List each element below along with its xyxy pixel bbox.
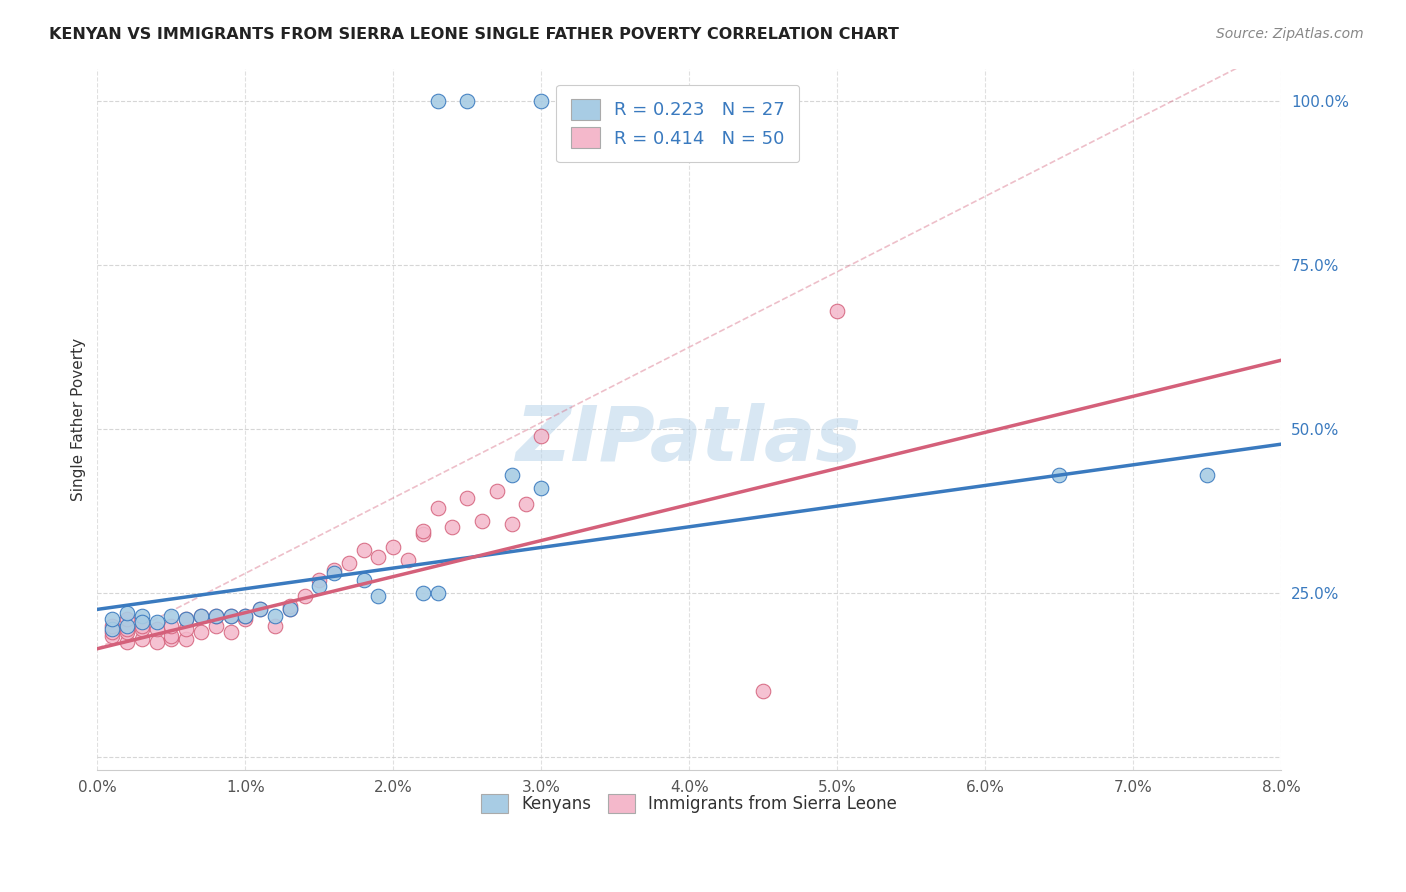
Point (233, 612, 256, 626)
Point (1047, 467, 1070, 482)
Point (145, 622, 167, 636)
Point (426, 95, 449, 109)
Point (1197, 467, 1219, 482)
Point (323, 566, 346, 581)
Text: ZIPatlas: ZIPatlas (516, 403, 862, 477)
Point (233, 609, 256, 624)
Point (101, 622, 124, 636)
Point (131, 609, 153, 624)
Point (752, 684, 775, 698)
Point (337, 557, 360, 571)
Point (353, 543, 375, 558)
Text: KENYAN VS IMMIGRANTS FROM SIERRA LEONE SINGLE FATHER POVERTY CORRELATION CHART: KENYAN VS IMMIGRANTS FROM SIERRA LEONE S… (49, 27, 898, 42)
Point (501, 467, 523, 482)
Point (264, 619, 287, 633)
Point (456, 95, 478, 109)
Point (101, 629, 124, 643)
Point (396, 553, 419, 567)
Point (160, 619, 183, 633)
Point (412, 527, 434, 541)
Point (115, 625, 138, 640)
Point (353, 573, 375, 587)
Point (174, 612, 197, 626)
Point (204, 619, 226, 633)
Point (190, 609, 212, 624)
Point (204, 609, 226, 624)
Point (145, 635, 167, 649)
Point (174, 622, 197, 636)
Point (264, 609, 287, 624)
Point (233, 609, 256, 624)
Point (115, 606, 138, 620)
Point (219, 625, 242, 640)
Point (160, 629, 183, 643)
Point (294, 589, 316, 603)
Point (190, 609, 212, 624)
Point (501, 517, 523, 532)
Text: Source: ZipAtlas.com: Source: ZipAtlas.com (1216, 27, 1364, 41)
Point (382, 540, 405, 554)
Point (471, 514, 494, 528)
Point (367, 549, 389, 564)
Point (367, 589, 389, 603)
Point (160, 632, 183, 646)
Point (530, 481, 553, 495)
Point (219, 609, 242, 624)
Point (131, 619, 153, 633)
Point (174, 632, 197, 646)
Point (219, 609, 242, 624)
Point (456, 491, 478, 505)
Point (249, 602, 271, 616)
Point (308, 579, 330, 593)
Point (825, 304, 848, 318)
Point (278, 602, 301, 616)
Point (530, 428, 553, 442)
Point (131, 622, 153, 636)
Point (145, 615, 167, 630)
Point (204, 609, 226, 624)
Point (190, 625, 212, 640)
Y-axis label: Single Father Poverty: Single Father Poverty (72, 338, 86, 500)
Point (441, 520, 464, 534)
Point (485, 484, 508, 499)
Point (115, 619, 138, 633)
Point (174, 612, 197, 626)
Point (131, 615, 153, 630)
Point (115, 622, 138, 636)
Point (515, 498, 537, 512)
Point (426, 500, 449, 515)
Point (101, 625, 124, 640)
Point (278, 599, 301, 613)
Point (426, 586, 449, 600)
Point (278, 602, 301, 616)
Point (115, 635, 138, 649)
Point (131, 632, 153, 646)
Point (249, 602, 271, 616)
Point (412, 524, 434, 538)
Point (115, 612, 138, 626)
Point (101, 612, 124, 626)
Point (101, 619, 124, 633)
Point (160, 609, 183, 624)
Legend: Kenyans, Immigrants from Sierra Leone: Kenyans, Immigrants from Sierra Leone (470, 782, 908, 825)
Point (530, 95, 553, 109)
Point (308, 573, 330, 587)
Point (412, 586, 434, 600)
Point (323, 563, 346, 577)
